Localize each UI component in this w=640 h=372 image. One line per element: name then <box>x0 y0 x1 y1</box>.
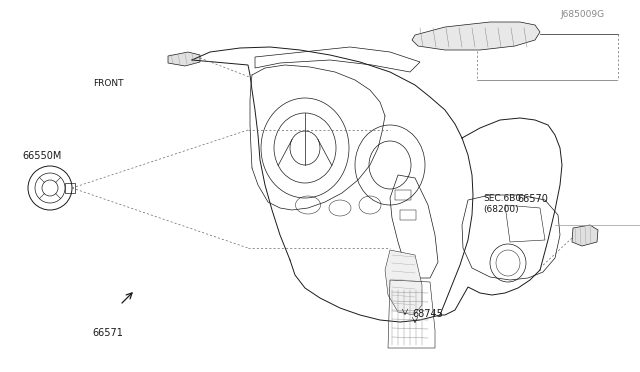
Bar <box>400 210 416 220</box>
Bar <box>395 190 411 200</box>
Text: 66571: 66571 <box>93 328 124 338</box>
Polygon shape <box>412 22 540 50</box>
Text: 68745: 68745 <box>413 310 444 319</box>
Text: 66570: 66570 <box>517 194 548 204</box>
Text: SEC.6B0
(68200): SEC.6B0 (68200) <box>483 194 522 214</box>
Polygon shape <box>168 52 200 66</box>
Polygon shape <box>572 225 598 246</box>
Text: 66550M: 66550M <box>22 151 61 161</box>
Text: FRONT: FRONT <box>93 79 124 88</box>
Polygon shape <box>385 250 422 315</box>
Bar <box>65 183 75 193</box>
Text: J685009G: J685009G <box>561 10 605 19</box>
